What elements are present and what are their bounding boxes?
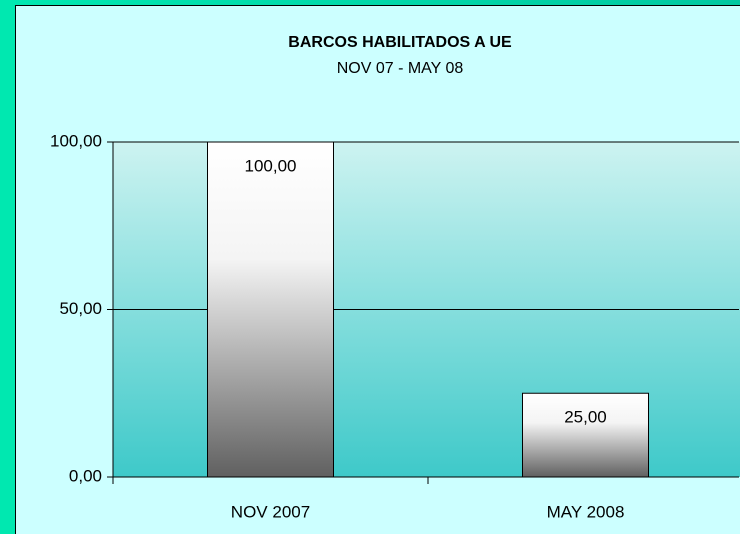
y-tick-label: 0,00 bbox=[69, 466, 102, 485]
x-tick-label: MAY 2008 bbox=[547, 502, 625, 521]
data-label: 25,00 bbox=[564, 408, 607, 427]
chart-title: BARCOS HABILITADOS A UE bbox=[288, 34, 512, 51]
x-tick-label: NOV 2007 bbox=[231, 502, 310, 521]
chart-subtitle: NOV 07 - MAY 08 bbox=[337, 60, 464, 77]
y-tick-label: 50,00 bbox=[59, 299, 102, 318]
bar bbox=[522, 392, 649, 478]
y-tick-label: 100,00 bbox=[50, 131, 102, 150]
data-label: 100,00 bbox=[245, 156, 297, 175]
bar bbox=[207, 141, 334, 478]
